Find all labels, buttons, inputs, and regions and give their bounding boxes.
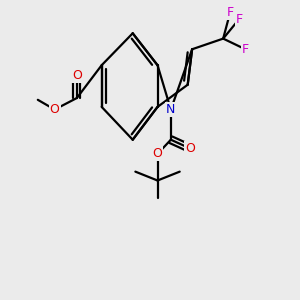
Text: F: F [242,43,249,56]
Text: N: N [166,103,176,116]
Text: O: O [185,142,195,155]
Text: F: F [227,5,234,19]
Text: O: O [153,147,163,161]
Text: O: O [72,69,82,82]
Text: O: O [50,103,60,116]
Text: F: F [236,13,243,26]
